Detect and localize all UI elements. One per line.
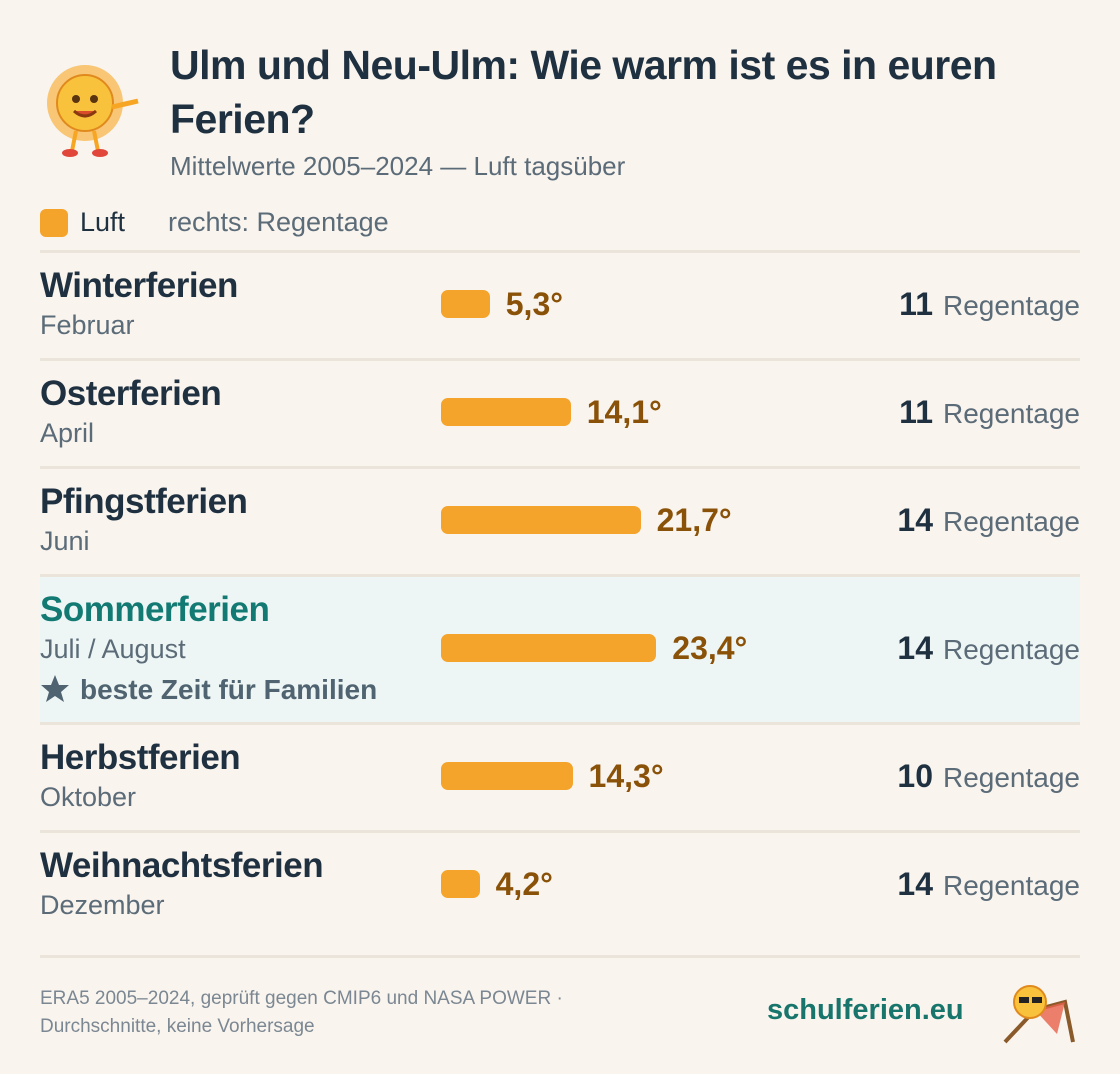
note-text: beste Zeit für Familien xyxy=(80,674,378,705)
rain-group: 11 Regentage xyxy=(899,286,1080,323)
legend-label: Luft xyxy=(80,207,126,237)
separator xyxy=(40,250,1080,253)
rain-group: 14 Regentage xyxy=(897,502,1080,539)
rain-days: 10 xyxy=(897,758,933,794)
rain-days: 11 xyxy=(899,394,933,430)
rain-unit: Regentage xyxy=(942,398,1080,429)
rain-days: 14 xyxy=(897,866,933,902)
value-label: 14,3° xyxy=(588,758,664,794)
separator xyxy=(40,722,1080,725)
value-label: 21,7° xyxy=(656,502,732,538)
rain-days: 11 xyxy=(899,286,933,322)
separator xyxy=(40,466,1080,469)
month-label: Juli / August xyxy=(40,634,186,664)
separator xyxy=(40,358,1080,361)
bar xyxy=(441,634,657,662)
rain-days: 14 xyxy=(897,502,933,538)
legend-note: rechts: Regentage xyxy=(168,207,389,237)
separator xyxy=(40,830,1080,833)
sun-lounger-icon xyxy=(1003,985,1075,1044)
value-label: 4,2° xyxy=(495,866,553,902)
month-label: Dezember xyxy=(40,890,165,920)
category-name: Osterferien xyxy=(40,374,222,413)
bar xyxy=(441,290,490,318)
bar xyxy=(441,870,480,898)
rain-group: 14 Regentage xyxy=(897,866,1080,903)
brand: schulferien.eu xyxy=(767,994,964,1026)
rain-unit: Regentage xyxy=(942,634,1080,665)
category-name: Winterferien xyxy=(40,266,238,305)
category-name: Pfingstferien xyxy=(40,482,248,521)
bar xyxy=(441,506,641,534)
month-label: Juni xyxy=(40,526,90,556)
category-name: Herbstferien xyxy=(40,738,241,777)
highlight-note: beste Zeit für Familien xyxy=(40,674,377,706)
rain-unit: Regentage xyxy=(942,506,1080,537)
source-line: Durchschnitte, keine Vorhersage xyxy=(40,1016,315,1037)
sun-mascot xyxy=(47,65,139,157)
value-label: 14,1° xyxy=(586,394,662,430)
legend-swatch xyxy=(40,209,68,237)
rain-group: 11 Regentage xyxy=(899,394,1080,431)
rain-unit: Regentage xyxy=(942,870,1080,901)
rain-unit: Regentage xyxy=(942,290,1080,321)
month-label: Februar xyxy=(40,310,135,340)
month-label: Oktober xyxy=(40,782,137,812)
star-icon xyxy=(41,675,69,702)
category-name: Weihnachtsferien xyxy=(40,846,324,885)
rain-days: 14 xyxy=(897,630,933,666)
subtitle: Mittelwerte 2005–2024 — Luft tagsüber xyxy=(170,151,626,181)
month-label: April xyxy=(40,418,95,448)
title: Ulm und Neu-Ulm: Wie warm ist es in eure… xyxy=(170,42,997,142)
source: ERA5 2005–2024, geprüft gegen CMIP6 und … xyxy=(40,985,563,1041)
source-line: ERA5 2005–2024, geprüft gegen CMIP6 und … xyxy=(40,988,563,1009)
rain-group: 14 Regentage xyxy=(897,630,1080,667)
bar xyxy=(441,762,573,790)
category-name: Sommerferien xyxy=(40,590,270,629)
value-label: 23,4° xyxy=(672,630,748,666)
separator xyxy=(40,574,1080,577)
separator xyxy=(40,955,1080,958)
value-label: 5,3° xyxy=(505,286,564,322)
bar xyxy=(441,398,571,426)
rain-unit: Regentage xyxy=(942,762,1080,793)
rain-group: 10 Regentage xyxy=(897,758,1080,795)
